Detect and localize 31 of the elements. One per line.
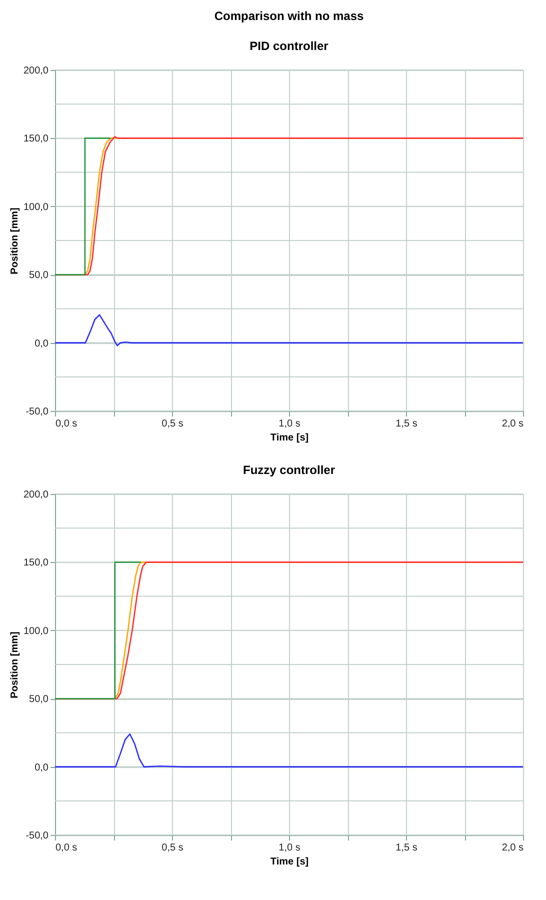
line-series — [55, 314, 523, 346]
y-tick-label: 50,0 — [29, 270, 49, 282]
y-axis-title: Position [mm] — [9, 632, 20, 698]
y-tick-label: -50,0 — [26, 830, 49, 842]
chart-title: Comparison with no mass — [214, 9, 364, 23]
y-axis-title: Position [mm] — [9, 208, 20, 274]
x-axis-title: Time [s] — [270, 432, 309, 444]
x-tick-label: 0,5 s — [162, 842, 184, 854]
x-axis-title: Time [s] — [270, 856, 309, 868]
y-tick-label: 50,0 — [29, 694, 49, 706]
y-tick-label: -50,0 — [26, 406, 49, 418]
y-tick-label: 100,0 — [23, 202, 49, 213]
chart-title: Fuzzy controller — [242, 463, 336, 477]
y-tick-label: 200,0 — [23, 490, 49, 500]
y-tick-label: 150,0 — [23, 134, 49, 145]
x-tick-label: 1,0 s — [278, 418, 300, 430]
chart-subtitle: PID controller — [250, 39, 329, 53]
x-tick-label: 2,0 s — [502, 418, 524, 430]
x-tick-label: 1,0 s — [278, 842, 300, 854]
line-series — [55, 733, 523, 768]
x-tick-label: 1,5 s — [396, 418, 418, 430]
x-tick-label: 1,5 s — [396, 842, 418, 854]
y-tick-label: 0,0 — [34, 338, 49, 350]
y-tick-label: 100,0 — [23, 626, 49, 637]
x-tick-label: 0,0 s — [56, 418, 78, 430]
x-tick-label: 2,0 s — [502, 842, 524, 854]
y-tick-label: 150,0 — [23, 558, 49, 569]
x-tick-label: 0,0 s — [56, 842, 78, 854]
y-tick-label: 200,0 — [23, 66, 49, 76]
x-tick-label: 0,5 s — [162, 418, 184, 430]
y-tick-label: 0,0 — [34, 762, 49, 774]
